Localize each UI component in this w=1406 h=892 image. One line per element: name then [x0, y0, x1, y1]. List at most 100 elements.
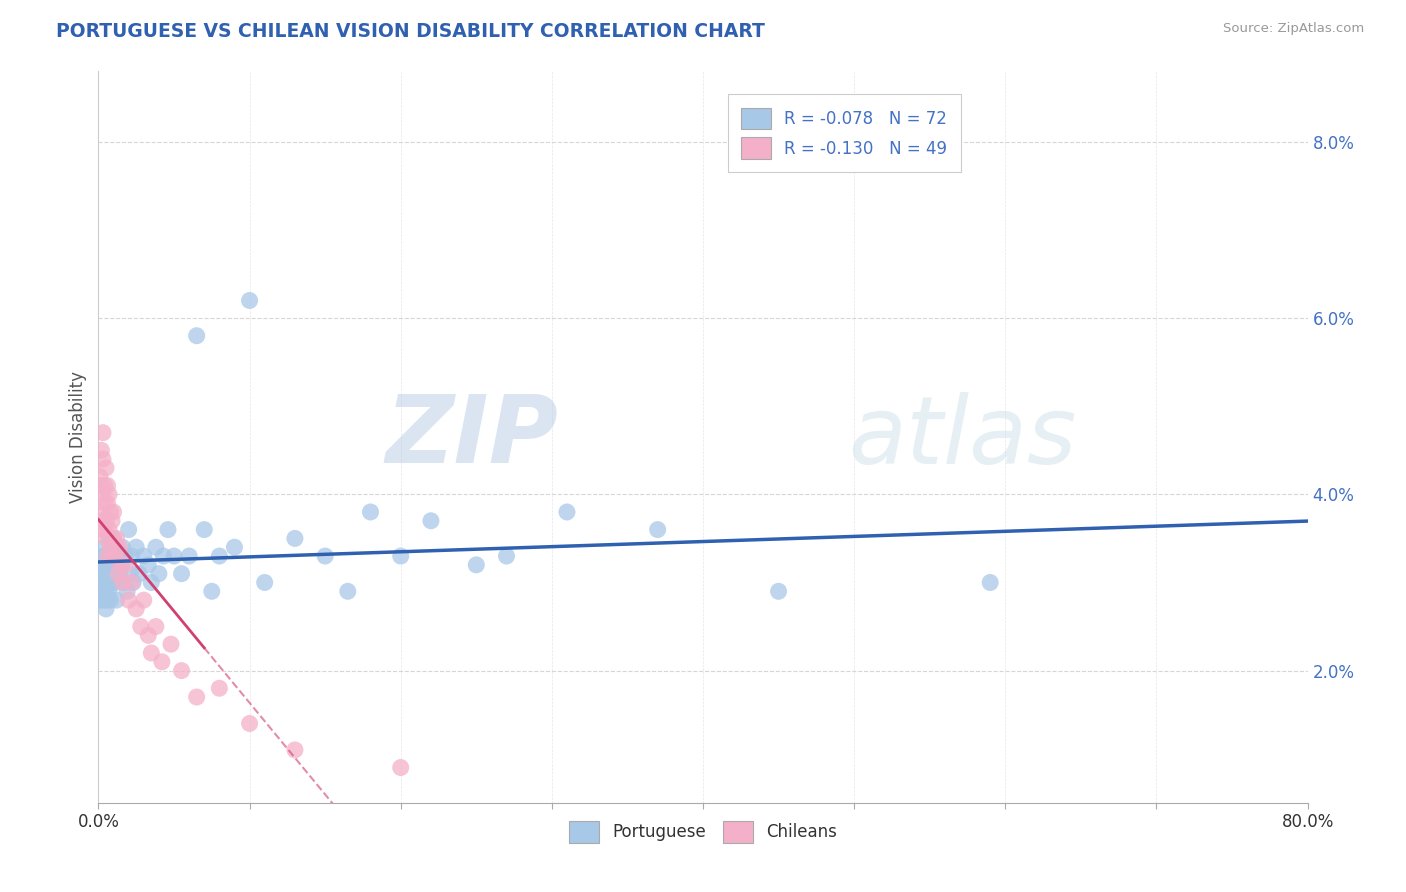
- Point: [156, 523, 179, 537]
- Point: [103, 566, 125, 581]
- Point: [224, 540, 246, 554]
- Point: [647, 523, 669, 537]
- Point: [96, 593, 118, 607]
- Point: [141, 575, 163, 590]
- Point: [108, 566, 131, 581]
- Point: [105, 540, 128, 554]
- Point: [136, 558, 159, 572]
- Point: [98, 584, 121, 599]
- Point: [125, 540, 148, 554]
- Point: [125, 602, 148, 616]
- Point: [91, 523, 114, 537]
- Point: [98, 487, 121, 501]
- Point: [284, 743, 307, 757]
- Point: [101, 549, 124, 563]
- Point: [93, 478, 115, 492]
- Point: [170, 664, 193, 678]
- Point: [239, 716, 262, 731]
- Point: [96, 558, 118, 572]
- Point: [100, 593, 122, 607]
- Point: [90, 558, 112, 572]
- Point: [94, 532, 117, 546]
- Point: [98, 532, 121, 546]
- Point: [90, 443, 112, 458]
- Point: [136, 628, 159, 642]
- Point: [100, 540, 122, 554]
- Point: [253, 575, 276, 590]
- Point: [979, 575, 1001, 590]
- Point: [96, 575, 118, 590]
- Point: [152, 549, 174, 563]
- Point: [160, 637, 183, 651]
- Point: [186, 328, 208, 343]
- Point: [93, 496, 115, 510]
- Point: [111, 575, 134, 590]
- Point: [91, 425, 114, 440]
- Point: [105, 532, 128, 546]
- Point: [93, 523, 115, 537]
- Point: [96, 496, 118, 510]
- Text: Source: ZipAtlas.com: Source: ZipAtlas.com: [1223, 22, 1364, 36]
- Point: [103, 532, 125, 546]
- Point: [150, 655, 173, 669]
- Point: [186, 690, 208, 704]
- Point: [91, 584, 114, 599]
- Point: [98, 523, 121, 537]
- Point: [94, 566, 117, 581]
- Point: [93, 593, 115, 607]
- Point: [120, 566, 142, 581]
- Point: [112, 575, 135, 590]
- Point: [389, 760, 412, 774]
- Point: [122, 575, 145, 590]
- Point: [89, 469, 111, 483]
- Point: [94, 549, 117, 563]
- Point: [239, 293, 262, 308]
- Point: [201, 584, 224, 599]
- Point: [420, 514, 443, 528]
- Point: [103, 532, 125, 546]
- Point: [96, 478, 118, 492]
- Point: [89, 575, 111, 590]
- Point: [555, 505, 578, 519]
- Point: [94, 602, 117, 616]
- Text: ZIP: ZIP: [385, 391, 558, 483]
- Point: [145, 619, 167, 633]
- Point: [132, 549, 155, 563]
- Point: [111, 540, 134, 554]
- Point: [94, 584, 117, 599]
- Point: [118, 523, 141, 537]
- Y-axis label: Vision Disability: Vision Disability: [69, 371, 87, 503]
- Point: [94, 461, 117, 475]
- Point: [193, 523, 215, 537]
- Point: [101, 575, 124, 590]
- Point: [284, 532, 307, 546]
- Point: [336, 584, 359, 599]
- Legend: Portuguese, Chileans: Portuguese, Chileans: [562, 814, 844, 849]
- Point: [314, 549, 336, 563]
- Point: [104, 558, 127, 572]
- Point: [110, 558, 132, 572]
- Point: [100, 540, 122, 554]
- Point: [114, 549, 136, 563]
- Point: [89, 505, 111, 519]
- Point: [148, 566, 170, 581]
- Point: [90, 514, 112, 528]
- Point: [114, 558, 136, 572]
- Point: [96, 549, 118, 563]
- Point: [129, 619, 152, 633]
- Point: [90, 478, 112, 492]
- Point: [121, 549, 143, 563]
- Point: [141, 646, 163, 660]
- Point: [115, 584, 138, 599]
- Point: [91, 487, 114, 501]
- Point: [132, 593, 155, 607]
- Point: [91, 566, 114, 581]
- Point: [101, 549, 124, 563]
- Point: [121, 575, 143, 590]
- Point: [93, 575, 115, 590]
- Point: [91, 549, 114, 563]
- Point: [465, 558, 488, 572]
- Point: [90, 593, 112, 607]
- Point: [107, 566, 129, 581]
- Text: PORTUGUESE VS CHILEAN VISION DISABILITY CORRELATION CHART: PORTUGUESE VS CHILEAN VISION DISABILITY …: [56, 22, 765, 41]
